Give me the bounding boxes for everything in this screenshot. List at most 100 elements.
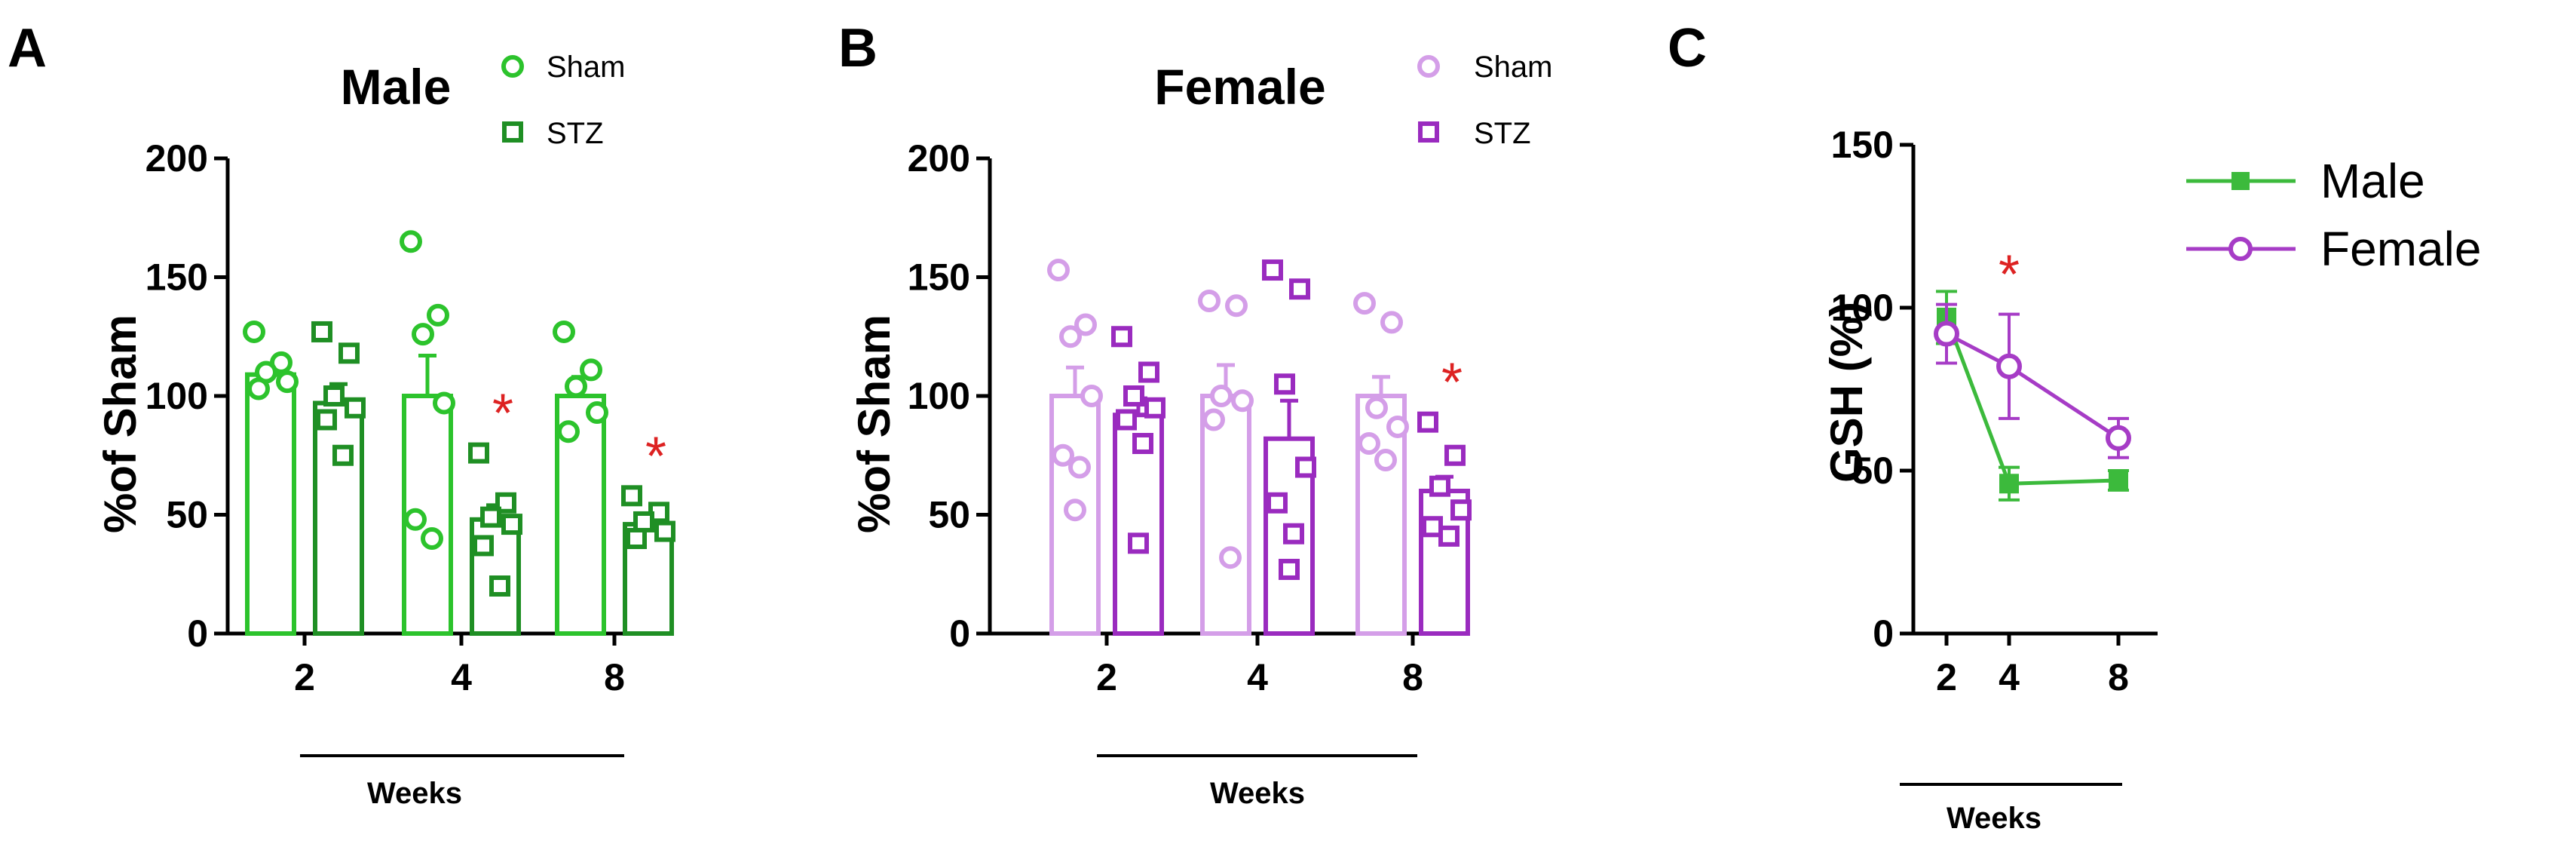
data-point — [468, 442, 489, 464]
data-point — [1080, 385, 1103, 407]
data-point — [1202, 408, 1225, 431]
legend-marker-sham-b — [1417, 55, 1440, 78]
y-tick-label: 50 — [928, 494, 970, 536]
data-point — [1219, 546, 1242, 569]
data-point — [1374, 449, 1397, 472]
data-point — [1386, 415, 1409, 438]
plot-area-a: 0 50 100 150 200 2 4 * 8 * — [145, 137, 675, 757]
y-tick-label: 0 — [187, 612, 208, 655]
data-point — [489, 575, 510, 597]
y-tick-label: 0 — [949, 612, 970, 655]
data-point — [323, 385, 345, 407]
chart-title-male: Male — [341, 59, 452, 115]
data-point — [404, 508, 427, 531]
data-point — [1262, 259, 1283, 281]
y-tick-label: 50 — [1852, 450, 1894, 492]
significance-star: * — [1441, 353, 1463, 413]
series-line-male — [1944, 317, 2119, 486]
y-tick-label: 100 — [1831, 287, 1894, 329]
data-point — [1380, 311, 1403, 334]
legend-b: Sham STZ — [1417, 51, 1553, 150]
legend-c: Male Female — [2186, 154, 2481, 276]
data-point — [1074, 313, 1097, 336]
x-tick-label: 8 — [1402, 656, 1423, 698]
legend-label-female: Female — [2320, 222, 2481, 276]
y-tick-label: 150 — [1831, 124, 1894, 166]
data-point — [1267, 492, 1288, 514]
data-point — [1210, 385, 1233, 407]
data-point — [400, 230, 422, 253]
x-axis-label-b: Weeks — [1210, 777, 1305, 810]
data-point — [557, 420, 580, 443]
x-tick-label: 8 — [604, 656, 625, 698]
data-point — [654, 520, 675, 542]
y-tick-label: 50 — [166, 494, 208, 536]
data-point — [1353, 292, 1376, 315]
data-point — [2109, 470, 2128, 490]
y-tick-label: 150 — [145, 256, 208, 299]
x-tick-label: 4 — [1999, 656, 2020, 698]
panel-c: C GSH (%) Weeks Male Female 0 50 100 150 2 4 8… — [1668, 18, 2481, 835]
x-axis-label-a: Weeks — [367, 777, 462, 810]
y-tick-label: 100 — [908, 375, 970, 417]
y-tick-label: 100 — [145, 375, 208, 417]
plot-area-b: 0 50 100 150 200 2 4 8 * — [908, 137, 1472, 757]
x-axis-label-c: Weeks — [1947, 802, 2042, 835]
panel-label-b: B — [838, 18, 878, 78]
data-point — [345, 397, 366, 419]
panel-a: A Male %of Sham Weeks Sham STZ 0 50 100 150… — [8, 18, 675, 810]
data-point — [1138, 361, 1159, 383]
legend-label-stz-b: STZ — [1474, 117, 1531, 150]
data-point — [1144, 397, 1165, 419]
x-tick-label: 4 — [451, 656, 472, 698]
data-point — [1123, 385, 1144, 407]
data-point — [433, 391, 455, 415]
data-point — [412, 323, 434, 346]
data-point — [2106, 425, 2131, 451]
significance-star: * — [645, 426, 666, 486]
data-point — [1289, 278, 1310, 300]
y-axis-label-c: GSH (%) — [1821, 302, 1872, 483]
data-point — [633, 511, 654, 532]
data-point — [1225, 294, 1248, 318]
x-tick-label: 2 — [1096, 656, 1117, 698]
data-point — [1444, 444, 1466, 466]
data-point — [580, 358, 602, 382]
data-point — [586, 401, 608, 425]
y-tick-label: 0 — [1873, 612, 1894, 655]
panel-label-a: A — [8, 18, 47, 78]
data-point — [1274, 373, 1295, 395]
legend-a: Sham STZ — [501, 51, 626, 150]
data-point — [247, 377, 270, 400]
data-point — [1417, 411, 1438, 433]
plot-area-c: 0 50 100 150 2 4 8 * — [1831, 124, 2158, 786]
x-tick-label: 4 — [1247, 656, 1268, 698]
data-point — [621, 485, 642, 507]
data-point — [565, 375, 587, 398]
bar — [1200, 394, 1251, 636]
x-tick-label: 2 — [294, 656, 315, 698]
data-point — [1231, 389, 1254, 413]
data-point — [421, 527, 443, 550]
panel-label-c: C — [1668, 18, 1707, 78]
data-point — [1438, 525, 1460, 547]
bar — [245, 372, 296, 636]
data-point — [1422, 516, 1443, 538]
data-point — [1047, 259, 1070, 282]
data-point — [1358, 432, 1380, 455]
data-point — [338, 342, 360, 364]
legend-label-male: Male — [2320, 154, 2425, 208]
data-point — [1429, 475, 1450, 497]
data-point — [473, 535, 494, 557]
data-point — [1116, 409, 1137, 431]
y-tick-label: 200 — [145, 137, 208, 179]
bar — [313, 400, 364, 636]
y-tick-label: 200 — [908, 137, 970, 179]
data-point — [276, 370, 299, 394]
legend-label-sham-b: Sham — [1474, 51, 1553, 84]
data-point — [332, 444, 354, 466]
data-point — [1064, 499, 1086, 522]
data-point — [495, 492, 516, 514]
data-point — [1999, 474, 2019, 494]
